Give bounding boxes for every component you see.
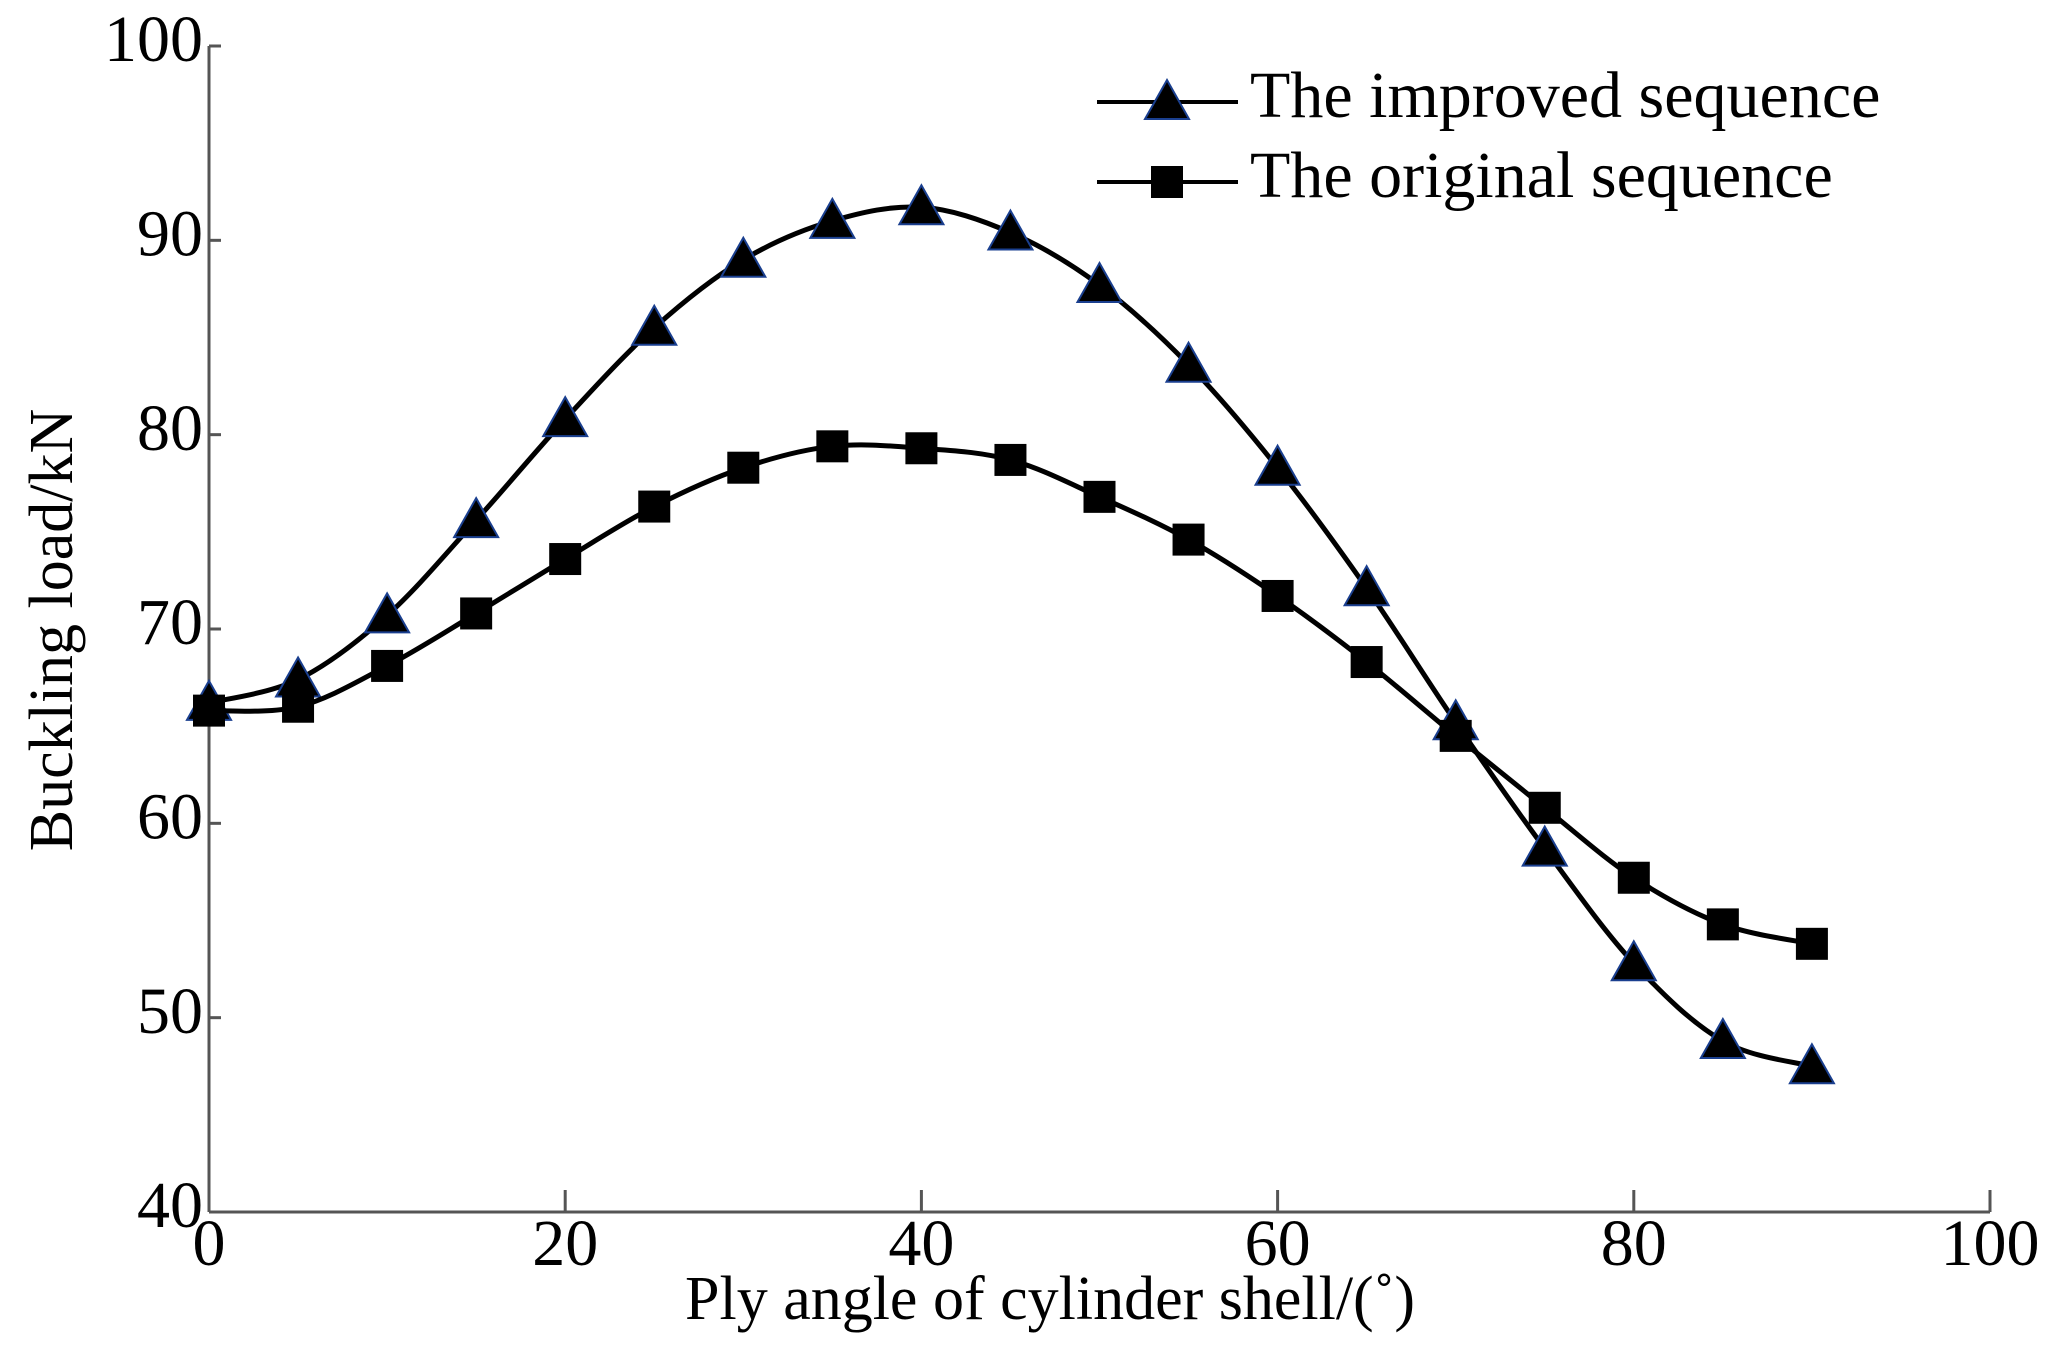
legend-label: The improved sequence — [1250, 59, 1880, 132]
data-point — [1706, 908, 1739, 941]
data-point — [638, 490, 671, 523]
data-point — [282, 690, 315, 723]
series-line — [208, 442, 1813, 947]
data-point — [1521, 824, 1569, 867]
data-point — [1610, 939, 1658, 982]
series-line — [208, 204, 1813, 1069]
x-tick-label: 60 — [1245, 1207, 1311, 1280]
y-tick-label: 80 — [137, 392, 203, 465]
x-axis-label: Ply angle of cylinder shell/(˚) — [685, 1265, 1415, 1333]
data-point — [1350, 646, 1383, 679]
y-axis-label: Buckling load/kN — [18, 409, 86, 852]
y-tick-label: 70 — [137, 586, 203, 659]
legend-label: The original sequence — [1250, 139, 1833, 212]
x-tick-label: 100 — [1941, 1207, 2040, 1280]
data-point — [719, 235, 768, 278]
data-point — [816, 430, 849, 463]
data-point — [808, 196, 857, 239]
x-tick-label: 80 — [1601, 1207, 1667, 1280]
data-point — [1075, 260, 1124, 304]
data-point — [1788, 1042, 1836, 1085]
data-point — [549, 543, 582, 576]
data-point — [727, 451, 760, 484]
data-point — [1528, 791, 1561, 824]
data-point — [1699, 1016, 1747, 1059]
data-point — [630, 303, 678, 346]
x-tick-label: 20 — [532, 1207, 598, 1280]
data-point — [460, 597, 493, 630]
legend-marker — [1151, 166, 1183, 198]
data-point — [897, 183, 946, 226]
y-tick-label: 50 — [137, 975, 203, 1048]
legend-marker — [1143, 77, 1191, 120]
data-point — [274, 655, 322, 698]
x-tick-label: 0 — [193, 1207, 226, 1280]
data-point — [986, 208, 1035, 251]
data-point — [905, 432, 938, 465]
y-tick-label: 90 — [137, 197, 203, 270]
y-tick-label: 40 — [137, 1169, 203, 1242]
x-tick-label: 40 — [888, 1207, 954, 1280]
data-point — [1795, 927, 1828, 960]
data-point — [1164, 340, 1213, 383]
data-point — [363, 591, 411, 634]
data-point — [1083, 480, 1116, 513]
data-point — [1253, 443, 1302, 486]
data-point — [452, 496, 500, 539]
data-point — [193, 694, 225, 727]
y-tick-label: 100 — [104, 3, 203, 76]
data-point — [1172, 523, 1205, 556]
data-point — [371, 649, 404, 682]
data-point — [1439, 719, 1472, 752]
data-point — [1342, 564, 1391, 607]
data-point — [541, 395, 589, 438]
y-tick-label: 60 — [137, 780, 203, 853]
data-point — [994, 443, 1027, 476]
data-point — [1261, 579, 1294, 612]
data-point — [1617, 861, 1650, 894]
